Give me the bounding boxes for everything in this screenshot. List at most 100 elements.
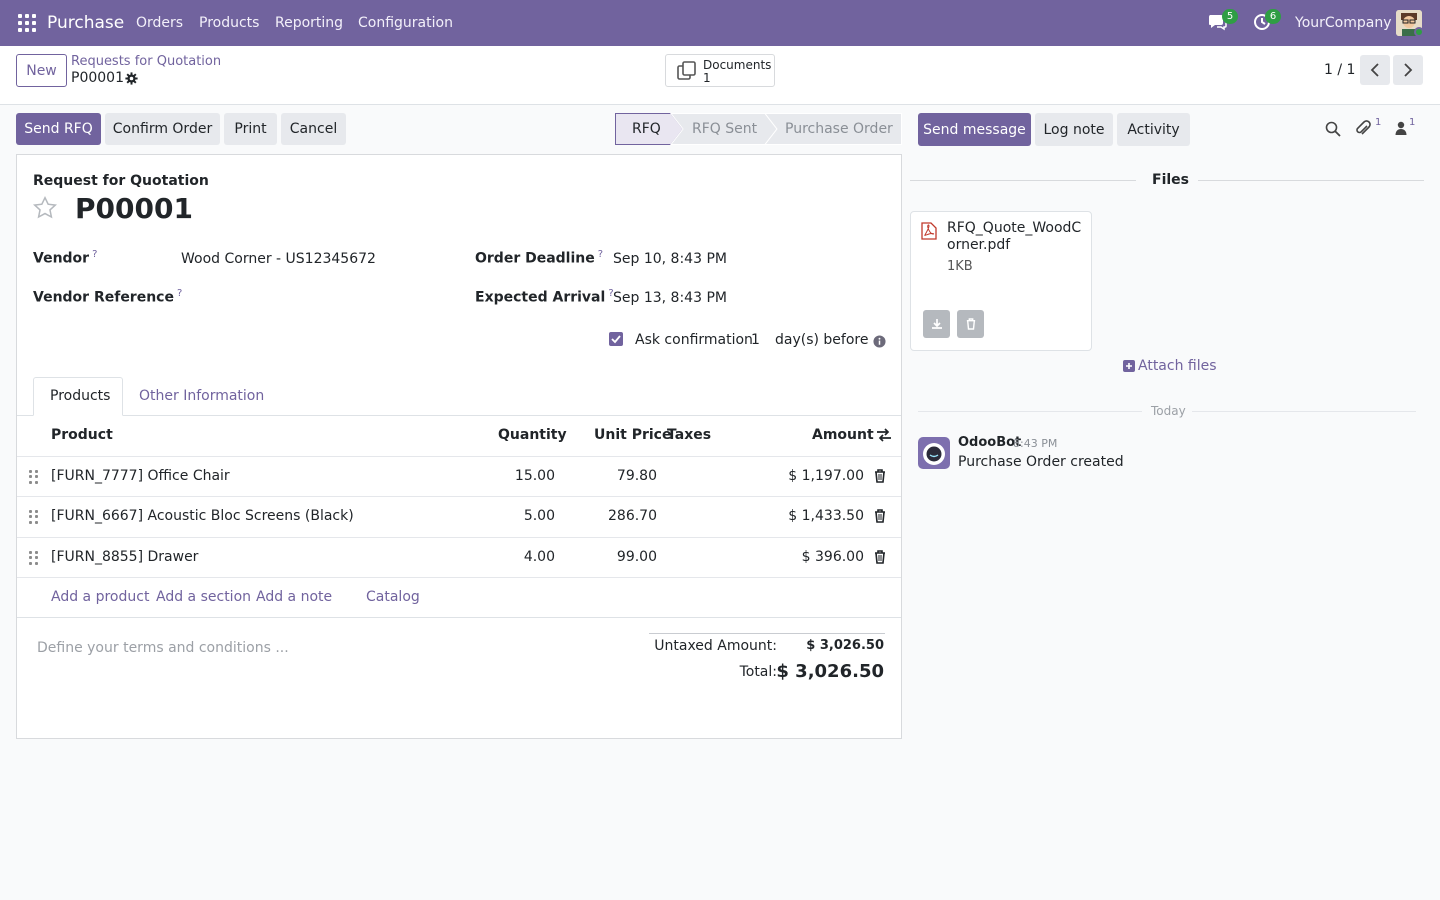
stage-rfq-sent[interactable]: RFQ Sent <box>692 121 758 137</box>
add-note-link[interactable]: Add a note <box>256 589 333 605</box>
confirm-order-button[interactable]: Confirm Order <box>105 113 220 145</box>
form-heading: Request for Quotation <box>33 173 209 189</box>
search-icon[interactable] <box>1325 121 1341 137</box>
total-label: Total: <box>739 664 777 680</box>
activities-button[interactable]: 6 <box>1252 9 1281 32</box>
vendor-reference-help-icon[interactable]: ? <box>176 288 183 299</box>
company-switcher[interactable]: YourCompany <box>1295 15 1392 31</box>
table-row[interactable]: [FURN_6667] Acoustic Bloc Screens (Black… <box>17 496 901 536</box>
column-product[interactable]: Product <box>51 427 113 443</box>
line-unit-price[interactable]: 79.80 <box>616 468 657 484</box>
send-rfq-button[interactable]: Send RFQ <box>16 113 101 145</box>
line-quantity[interactable]: 4.00 <box>523 549 555 565</box>
log-note-button[interactable]: Log note <box>1035 113 1113 146</box>
activity-button[interactable]: Activity <box>1117 113 1190 146</box>
stage-purchase-order[interactable]: Purchase Order <box>785 121 893 137</box>
stage-rfq[interactable]: RFQ <box>632 121 661 137</box>
line-unit-price[interactable]: 99.00 <box>616 549 657 565</box>
pager-value[interactable]: 1 / 1 <box>1324 62 1356 78</box>
menu-products[interactable]: Products <box>199 15 260 31</box>
robot-icon <box>923 443 945 465</box>
column-quantity[interactable]: Quantity <box>498 427 567 443</box>
untaxed-amount-value: $ 3,026.50 <box>806 638 884 653</box>
star-icon[interactable] <box>32 195 58 221</box>
message-author[interactable]: OdooBot <box>958 435 1022 450</box>
chevron-right-icon <box>1404 63 1413 77</box>
attachment-name-line1: RFQ_Quote_WoodC <box>947 220 1082 236</box>
delete-attachment-button[interactable] <box>957 310 984 338</box>
menu-orders[interactable]: Orders <box>136 15 184 31</box>
ask-confirmation-days-input[interactable]: 1 <box>751 332 760 348</box>
add-section-link[interactable]: Add a section <box>156 589 252 605</box>
vendor-field[interactable]: Wood Corner - US12345672 <box>181 251 376 267</box>
catalog-link[interactable]: Catalog <box>366 589 420 605</box>
user-avatar[interactable] <box>1396 10 1422 36</box>
documents-smart-button[interactable]: Documents 1 <box>665 54 775 87</box>
tab-products[interactable]: Products <box>33 377 123 416</box>
line-unit-price[interactable]: 286.70 <box>608 508 657 524</box>
ask-confirmation-checkbox[interactable] <box>609 332 623 346</box>
drag-handle-icon[interactable] <box>29 510 38 524</box>
app-name[interactable]: Purchase <box>47 13 125 33</box>
app-menu-icon[interactable] <box>18 14 36 32</box>
activities-badge: 6 <box>1265 9 1281 24</box>
tabs-divider <box>17 415 901 416</box>
attachment-name: RFQ_Quote_WoodC orner.pdf <box>947 220 1081 254</box>
status-bar: RFQ RFQ Sent Purchase Order <box>615 113 902 145</box>
line-quantity[interactable]: 5.00 <box>523 508 555 524</box>
expected-arrival-help-icon[interactable]: ? <box>608 288 614 299</box>
order-deadline-help-icon[interactable]: ? <box>597 249 604 260</box>
trash-icon[interactable] <box>874 550 886 564</box>
line-quantity[interactable]: 15.00 <box>514 468 555 484</box>
line-product[interactable]: [FURN_6667] Acoustic Bloc Screens (Black… <box>51 508 354 524</box>
table-row[interactable]: [FURN_7777] Office Chair 15.00 79.80 $ 1… <box>17 456 901 496</box>
vendor-reference-label-text: Vendor Reference <box>33 289 174 306</box>
breadcrumb-requests-for-quotation[interactable]: Requests for Quotation <box>71 54 222 69</box>
terms-conditions-input[interactable]: Define your terms and conditions ... <box>37 640 289 656</box>
tab-other-information[interactable]: Other Information <box>139 388 265 404</box>
vendor-help-icon[interactable]: ? <box>92 249 98 260</box>
gear-icon[interactable] <box>125 72 138 85</box>
trash-icon[interactable] <box>874 469 886 483</box>
info-icon[interactable] <box>873 335 886 348</box>
main-navbar: Purchase Orders Products Reporting Confi… <box>0 0 1440 46</box>
send-message-button[interactable]: Send message <box>918 113 1031 146</box>
vendor-label: Vendor? <box>33 249 97 267</box>
tab-products-label: Products <box>50 388 111 404</box>
column-unit-price[interactable]: Unit Price <box>594 427 672 443</box>
pager-previous-button[interactable] <box>1360 55 1390 85</box>
download-button[interactable] <box>923 310 950 338</box>
table-row[interactable]: [FURN_8855] Drawer 4.00 99.00 $ 396.00 <box>17 537 901 577</box>
table-divider <box>17 577 901 578</box>
line-product[interactable]: [FURN_8855] Drawer <box>51 549 199 565</box>
download-icon <box>931 319 942 329</box>
print-button[interactable]: Print <box>224 113 277 145</box>
order-deadline-field[interactable]: Sep 10, 8:43 PM <box>613 251 727 267</box>
cancel-button[interactable]: Cancel <box>281 113 346 145</box>
menu-configuration[interactable]: Configuration <box>358 15 453 31</box>
drag-handle-icon[interactable] <box>29 551 38 565</box>
column-taxes[interactable]: Taxes <box>667 427 712 443</box>
optional-columns-icon[interactable] <box>876 428 892 442</box>
drag-handle-icon[interactable] <box>29 470 38 484</box>
line-product[interactable]: [FURN_7777] Office Chair <box>51 468 230 484</box>
new-button[interactable]: New <box>16 54 67 87</box>
trash-icon[interactable] <box>874 509 886 523</box>
menu-reporting[interactable]: Reporting <box>275 15 344 31</box>
expected-arrival-field[interactable]: Sep 13, 8:43 PM <box>613 290 727 306</box>
trash-icon <box>966 318 975 330</box>
followers-icon[interactable] <box>1395 121 1407 135</box>
message-time: 8:43 PM <box>1013 437 1058 450</box>
add-product-link[interactable]: Add a product <box>51 589 150 605</box>
documents-label: Documents <box>703 58 772 72</box>
paperclip-icon[interactable] <box>1355 120 1371 137</box>
column-amount[interactable]: Amount <box>812 427 874 443</box>
order-name[interactable]: P00001 <box>75 192 193 225</box>
odoobot-avatar[interactable] <box>918 437 950 469</box>
vendor-reference-field[interactable] <box>181 289 451 309</box>
pager-next-button[interactable] <box>1393 55 1423 85</box>
attachment-card[interactable]: RFQ_Quote_WoodC orner.pdf 1KB <box>910 211 1092 351</box>
messages-button[interactable]: 5 <box>1208 9 1238 32</box>
attach-files-button[interactable]: Attach files <box>1123 358 1217 374</box>
online-status-icon <box>1414 27 1424 37</box>
